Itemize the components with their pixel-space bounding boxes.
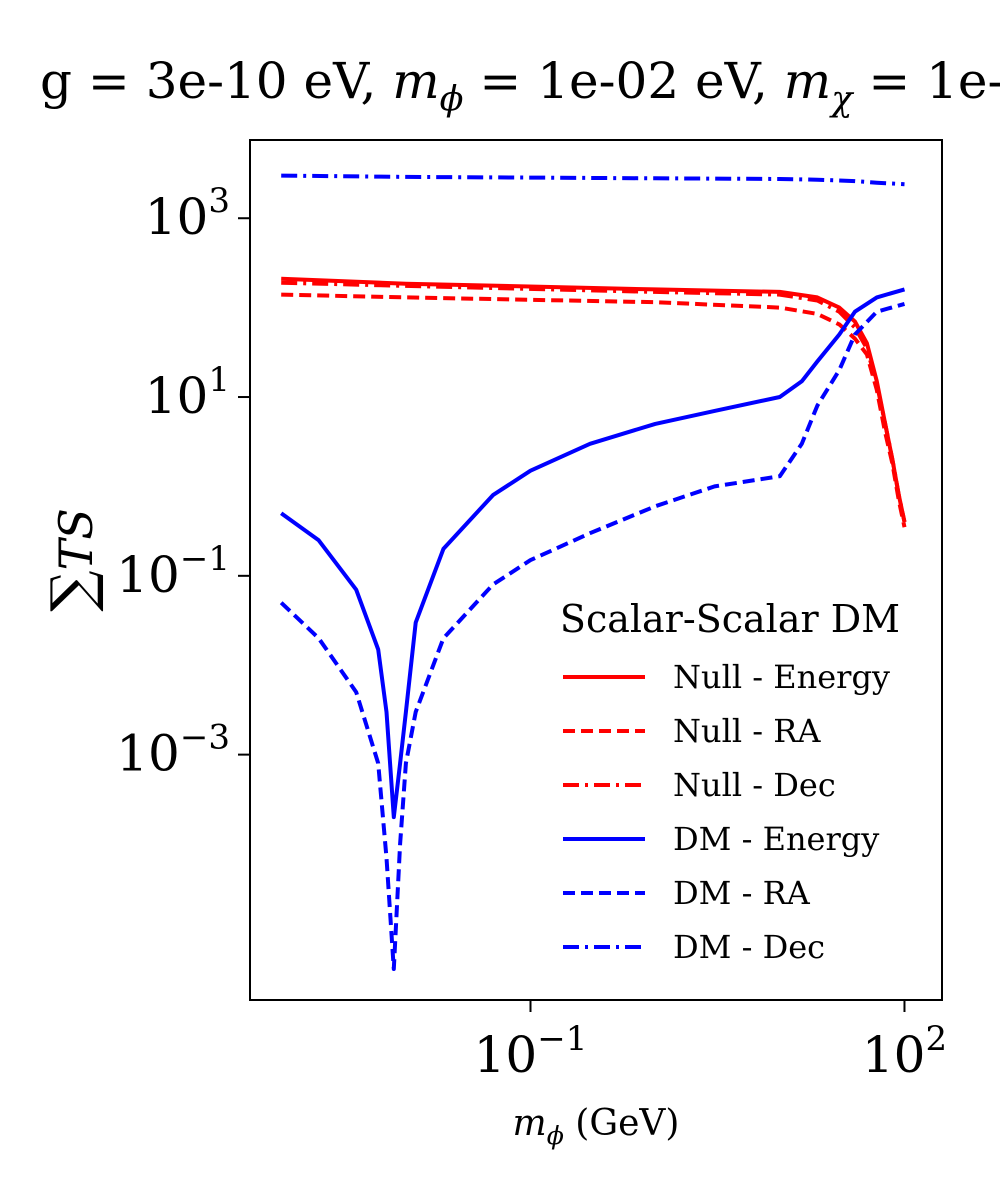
chart-title: g = 3e-10 eV, mϕ = 1e-02 eV, mχ = 1e- [40,52,1000,120]
y-tick-label: 10−1 [116,539,230,604]
tick-exponent: 3 [208,181,230,221]
label-part: (GeV) [564,1103,680,1144]
tick-exponent: −1 [180,539,230,579]
y-axis-label: ∑TS [38,508,106,612]
series-line-null-energy [281,276,907,523]
tick-base: 10 [862,1026,926,1084]
legend-label: DM - Energy [673,820,879,858]
y-axis-label-text: ∑TS [38,508,106,612]
subscript: χ [828,80,854,120]
label-part: TS [49,508,103,570]
legend-item: Null - Energy [563,658,890,696]
legend-item: DM - RA [563,874,811,912]
plot-frame [249,139,943,1001]
label-part: m [513,1103,547,1144]
series-line-dm-energy [280,287,906,820]
label-part: = 1e- [852,52,1000,110]
series-line-null-ra [281,292,907,528]
tick-exponent: −3 [180,718,230,758]
legend-item: DM - Energy [563,820,879,858]
subscript: ϕ [547,1121,564,1150]
label-part: g = 3e-10 eV, [40,52,392,110]
y-tick-label: 101 [145,360,230,425]
series-line-dm-dec [281,173,905,187]
x-tick-label: 102 [862,1019,947,1084]
tick-base: 10 [474,1026,538,1084]
tick-base: 10 [116,546,180,604]
legend-label: Null - Dec [673,766,836,804]
label-part: m [392,52,439,110]
tick-base: 10 [145,188,209,246]
legend-label: Null - RA [673,712,821,750]
x-tick-label: 10−1 [474,1019,588,1084]
subscript: ϕ [440,80,464,120]
y-tick-label: 103 [145,181,230,246]
y-tick-label: 10−3 [116,718,230,783]
tick-base: 10 [116,725,180,783]
legend-item: Null - Dec [563,766,836,804]
plot-lines [279,173,907,971]
label-part: = 1e-02 eV, [464,52,784,110]
x-axis-label: mϕ (GeV) [513,1103,680,1150]
series-line-dm-ra [279,301,906,971]
tick-exponent: −1 [537,1019,587,1059]
legend-item: Null - RA [563,712,821,750]
sigma-symbol: ∑ [38,570,106,611]
legend: Scalar-Scalar DM Null - Energy Null - RA Nu… [560,597,900,966]
label-part: m [784,52,831,110]
legend-label: Null - Energy [673,658,890,696]
series-line-null-dec [281,280,907,523]
legend-label: DM - RA [673,874,811,912]
tick-exponent: 1 [208,360,230,400]
legend-item: DM - Dec [563,928,825,966]
legend-label: DM - Dec [673,928,825,966]
legend-title: Scalar-Scalar DM [560,597,900,641]
tick-base: 10 [145,367,209,425]
tick-exponent: 2 [925,1019,947,1059]
